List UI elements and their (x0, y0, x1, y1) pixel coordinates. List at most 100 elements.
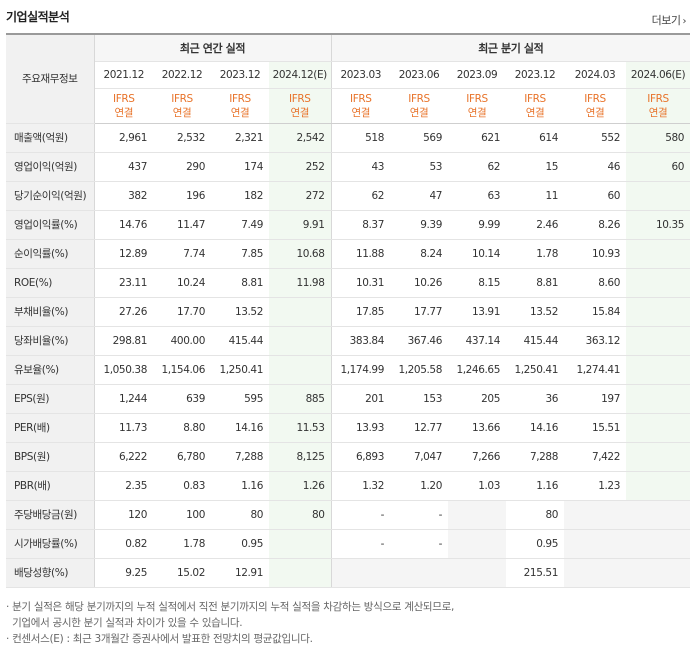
table-cell: 400.00 (153, 326, 211, 356)
table-cell: 11.73 (94, 413, 153, 443)
table-cell: 153 (390, 383, 448, 414)
table-cell: 2,542 (269, 123, 331, 153)
table-row: 유보율(%) 1,050.38 1,154.06 1,250.41 1,174.99 1,… (6, 355, 691, 385)
table-cell: 62 (330, 181, 390, 211)
table-cell: 1,274.41 (564, 355, 626, 385)
table-cell: 10.14 (448, 239, 506, 269)
table-cell: 12.91 (211, 558, 269, 588)
table-cell: 437.14 (448, 326, 506, 356)
table-cell: 11.53 (269, 413, 331, 443)
table-cell: 10.26 (390, 268, 448, 298)
table-cell (626, 442, 691, 472)
ifrs-label: IFRS (171, 92, 193, 105)
table-cell: 1.26 (269, 471, 331, 501)
table-row: 영업이익률(%) 14.76 11.47 7.49 9.91 8.37 9.39 9.99 2.… (6, 209, 691, 240)
row-label: 매출액(억원) (6, 123, 95, 153)
table-cell: 8.15 (448, 268, 506, 298)
table-cell: 10.31 (330, 268, 390, 298)
table-cell (564, 529, 626, 559)
table-cell: 0.82 (94, 529, 153, 559)
table-cell (564, 499, 626, 530)
more-label: 더보기 (651, 14, 681, 27)
consolidated-label: 연결 (467, 106, 487, 119)
table-cell: 7,288 (211, 442, 269, 472)
table-cell (626, 558, 691, 588)
period-header: 2022.12 (153, 61, 211, 89)
row-label: 영업이익률(%) (6, 209, 95, 240)
table-cell: 552 (564, 123, 626, 153)
row-label: 영업이익(억원) (6, 152, 95, 182)
table-cell: 80 (211, 499, 269, 530)
table-cell (448, 499, 506, 530)
table-cell: 415.44 (506, 326, 564, 356)
table-cell: 10.35 (626, 209, 691, 240)
table-cell: 15.02 (153, 558, 211, 588)
table-cell: 8.24 (390, 239, 448, 269)
table-cell (269, 296, 331, 327)
ifrs-label: IFRS (466, 92, 488, 105)
row-label: BPS(원) (6, 442, 95, 472)
table-cell: 23.11 (94, 268, 153, 298)
table-cell: 13.93 (330, 413, 390, 443)
ifrs-label: IFRS (350, 92, 372, 105)
accounting-standard: IFRS 연결 (390, 88, 448, 124)
table-cell (626, 326, 691, 356)
period-header: 2024.03 (564, 61, 626, 89)
table-cell: 2,961 (94, 123, 153, 153)
table-cell: 62 (448, 152, 506, 182)
period-header: 2023.12 (211, 61, 269, 89)
accounting-standard: IFRS 연결 (330, 88, 390, 124)
table-cell: 182 (211, 181, 269, 211)
table-cell: 9.99 (448, 209, 506, 240)
table-cell: 10.24 (153, 268, 211, 298)
consolidated-label: 연결 (409, 106, 429, 119)
table-cell: 1.23 (564, 471, 626, 501)
consolidated-label: 연결 (525, 106, 545, 119)
table-cell: 11.98 (269, 268, 331, 298)
table-cell (448, 529, 506, 559)
ifrs-label: IFRS (229, 92, 251, 105)
table-cell: 14.16 (211, 413, 269, 443)
row-label: 순이익률(%) (6, 239, 95, 269)
table-cell: 13.66 (448, 413, 506, 443)
row-label: PER(배) (6, 413, 95, 443)
consolidated-label: 연결 (172, 106, 192, 119)
table-cell: 197 (564, 383, 626, 414)
table-cell: 80 (506, 499, 564, 530)
table-cell: 1,174.99 (330, 355, 390, 385)
table-cell: 367.46 (390, 326, 448, 356)
more-link[interactable]: 더보기 › (651, 12, 687, 28)
row-label: ROE(%) (6, 268, 95, 298)
table-cell: 12.77 (390, 413, 448, 443)
table-cell: 12.89 (94, 239, 153, 269)
table-cell: 1,154.06 (153, 355, 211, 385)
table-cell: 363.12 (564, 326, 626, 356)
period-header: 2021.12 (94, 61, 153, 89)
table-cell: 595 (211, 383, 269, 414)
table-cell: 1,205.58 (390, 355, 448, 385)
table-row: EPS(원) 1,244 639 595 885 201 153 205 36 197 (6, 383, 691, 414)
footnote-3: · 컨센서스(E) : 최근 3개월간 증권사에서 발표한 전망치의 평균값입니… (6, 633, 313, 645)
table-cell: 205 (448, 383, 506, 414)
table-cell: 10.93 (564, 239, 626, 269)
table-cell: 11.47 (153, 209, 211, 240)
table-row: 매출액(억원) 2,961 2,532 2,321 2,542 518 569 621 614 5… (6, 123, 691, 153)
accounting-standard: IFRS 연결 (94, 88, 153, 124)
table-cell: 1.78 (153, 529, 211, 559)
table-cell: 8.37 (330, 209, 390, 240)
table-cell: 14.76 (94, 209, 153, 240)
table-cell: 437 (94, 152, 153, 182)
table-cell (626, 499, 691, 530)
table-row: BPS(원) 6,222 6,780 7,288 8,125 6,893 7,047 7,26… (6, 442, 691, 472)
consolidated-label: 연결 (585, 106, 605, 119)
table-cell: 8.26 (564, 209, 626, 240)
period-header: 2023.03 (330, 61, 390, 89)
table-cell: 7,288 (506, 442, 564, 472)
table-cell (448, 558, 506, 588)
table-row: 영업이익(억원) 437 290 174 252 43 53 62 15 46 60 (6, 152, 691, 182)
table-cell: 0.83 (153, 471, 211, 501)
table-row: PBR(배) 2.35 0.83 1.16 1.26 1.32 1.20 1.03 1.16 1.… (6, 471, 691, 501)
table-cell: 1,244 (94, 383, 153, 414)
table-cell (626, 239, 691, 269)
table-cell: 1.32 (330, 471, 390, 501)
